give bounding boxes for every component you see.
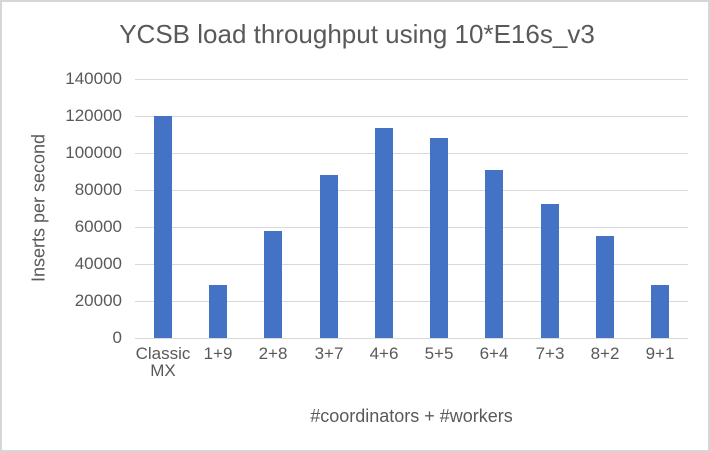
x-tick-label: 3+7 — [314, 344, 344, 363]
y-tick-label: 20000 — [74, 291, 122, 310]
y-tick-label: 140000 — [65, 69, 122, 88]
y-tick-label: 40000 — [74, 254, 122, 273]
gridline — [135, 116, 688, 117]
gridline — [135, 227, 688, 228]
y-tick-label: 0 — [112, 328, 122, 347]
chart-title: YCSB load throughput using 10*E16s_v3 — [119, 19, 595, 49]
y-tick-label: 100000 — [65, 143, 122, 162]
bar-2+8 — [264, 231, 282, 338]
bar-6+4 — [485, 170, 503, 338]
x-tick-label: 8+2 — [590, 344, 620, 363]
x-tick-label: 9+1 — [645, 344, 675, 363]
bar-3+7 — [320, 175, 338, 338]
bar-7+3 — [541, 204, 559, 338]
bar-4+6 — [375, 128, 393, 338]
x-tick-label: 1+9 — [203, 344, 233, 363]
x-tick-label: 5+5 — [424, 344, 454, 363]
gridline — [135, 264, 688, 265]
bar-1+9 — [209, 285, 227, 338]
gridline — [135, 301, 688, 302]
y-tick-label: 80000 — [74, 180, 122, 199]
x-tick-label: 2+8 — [258, 344, 288, 363]
y-tick-label: 60000 — [74, 217, 122, 236]
bar-5+5 — [430, 138, 448, 338]
plot-area — [135, 79, 688, 339]
x-tick-label: 4+6 — [369, 344, 399, 363]
x-tick-label: 7+3 — [535, 344, 565, 363]
y-tick-label: 120000 — [65, 106, 122, 125]
bar-9+1 — [651, 285, 669, 338]
bar-Classic MX — [154, 116, 172, 338]
gridline — [135, 190, 688, 191]
x-tick-label: 6+4 — [479, 344, 509, 363]
x-axis-title: #coordinators + #workers — [310, 406, 513, 426]
gridline — [135, 79, 688, 80]
x-tick-label: Classic MX — [135, 344, 191, 380]
bar-8+2 — [596, 236, 614, 338]
gridline — [135, 338, 688, 339]
gridline — [135, 153, 688, 154]
